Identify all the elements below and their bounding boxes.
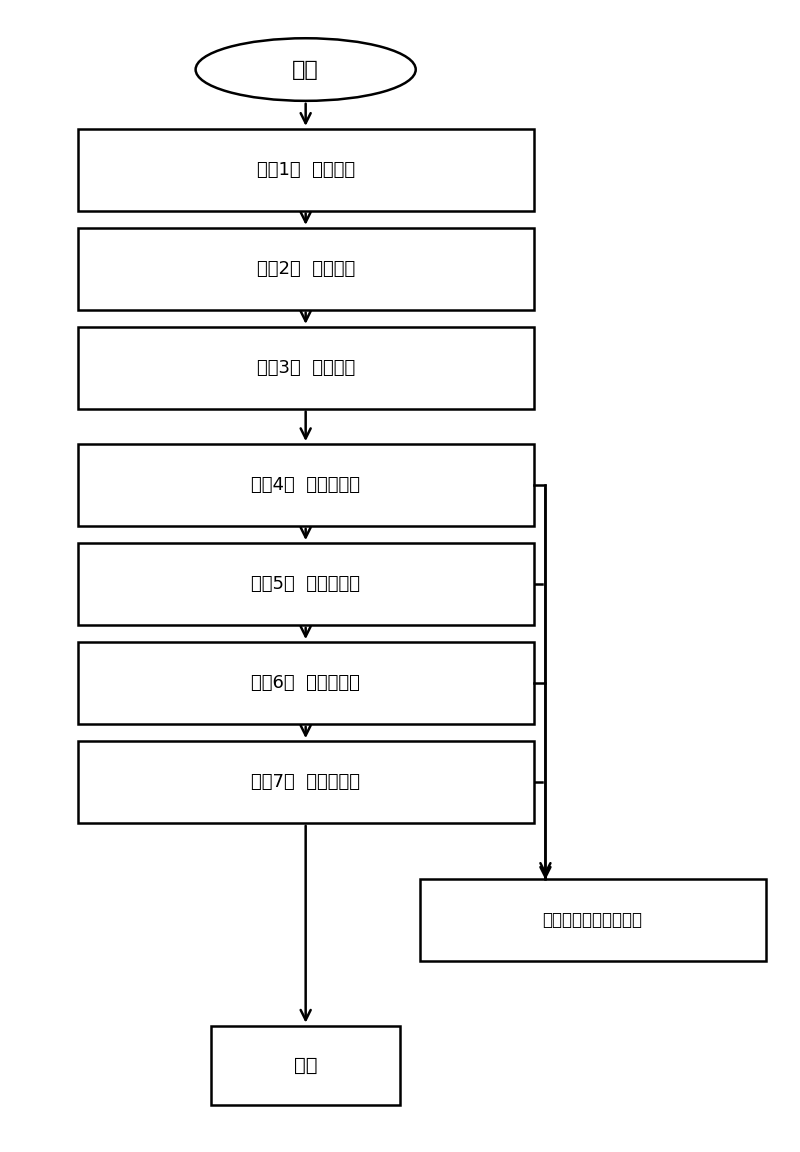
Bar (78, 228, 534, 310)
Text: 步骤3：  生产计划: 步骤3： 生产计划 (257, 358, 354, 377)
Text: 步骤6：  充电线读码: 步骤6： 充电线读码 (251, 674, 360, 692)
Text: 开始: 开始 (292, 60, 319, 79)
Bar (78, 642, 534, 723)
Text: 入库: 入库 (294, 1056, 318, 1075)
Bar (211, 1025, 400, 1105)
Text: 步骤7：  包装线读码: 步骤7： 包装线读码 (251, 773, 360, 791)
Text: 步骤1：  条码准备: 步骤1： 条码准备 (257, 160, 354, 179)
Bar (78, 129, 534, 211)
Text: 数据经网络读入服务器: 数据经网络读入服务器 (542, 911, 642, 929)
Bar (78, 741, 534, 823)
Bar (78, 327, 534, 409)
Bar (78, 543, 534, 624)
Text: 步骤5：  加酸线读码: 步骤5： 加酸线读码 (251, 575, 360, 593)
Text: 步骤4：  装配线读码: 步骤4： 装配线读码 (251, 476, 360, 494)
Text: 步骤2：  激光打码: 步骤2： 激光打码 (257, 259, 354, 278)
Bar (420, 879, 766, 961)
Ellipse shape (196, 38, 416, 101)
Bar (78, 444, 534, 526)
